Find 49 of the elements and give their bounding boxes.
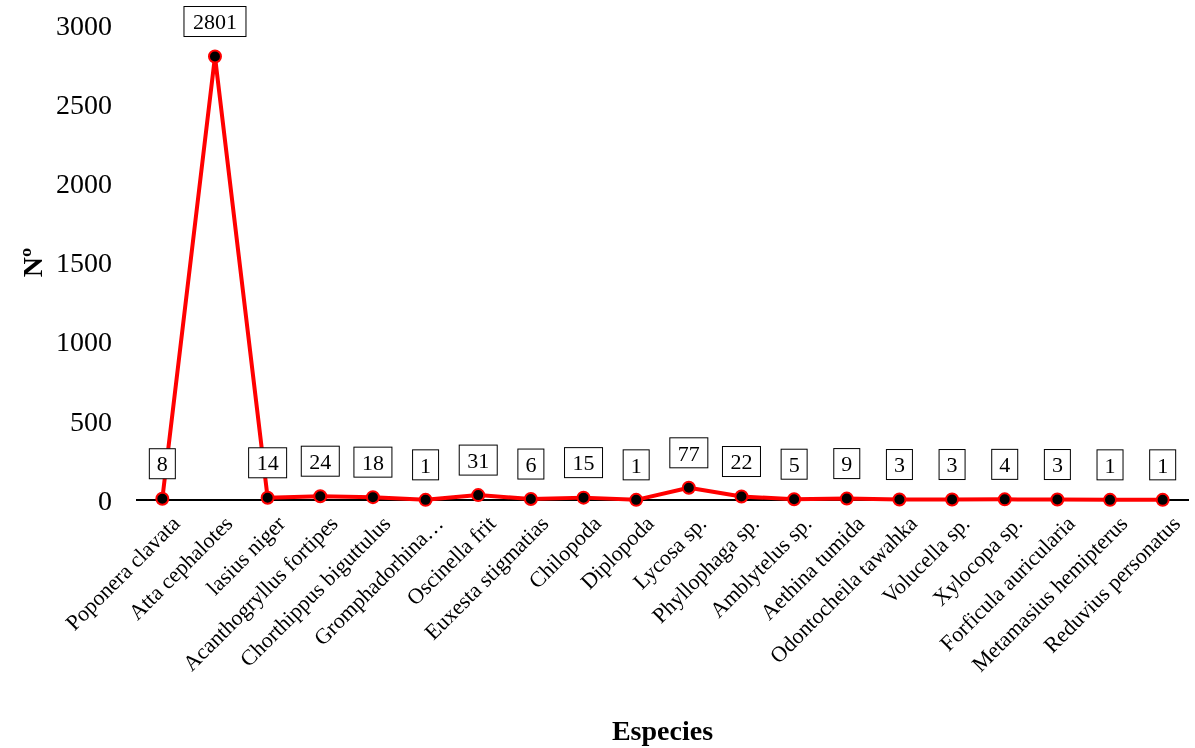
data-label: 4 [999,452,1011,478]
point [365,490,380,505]
y-tick-label: 2000 [56,168,112,200]
y-tick-label: 3000 [56,9,112,41]
data-label: 5 [788,451,800,477]
data-label: 15 [572,450,595,476]
y-tick-label: 2500 [56,88,112,120]
data-label: 77 [677,440,700,466]
point [155,491,170,506]
data-label: 1 [1157,452,1169,478]
data-label: 2801 [192,9,237,35]
data-label: 9 [841,451,853,477]
point [260,490,275,505]
point [1103,492,1118,507]
point [1050,492,1065,507]
x-axis-title: Especies [611,715,714,746]
data-label: 18 [361,449,384,475]
point [1155,492,1170,507]
data-label: 3 [893,452,905,478]
y-axis-title: Nº [17,247,48,278]
data-label: 31 [467,447,490,473]
point [787,492,802,507]
point [734,489,749,504]
data-label: 3 [946,452,958,478]
point [839,491,854,506]
point [945,492,960,507]
data-label: 1 [630,452,642,478]
data-label: 8 [156,451,168,477]
point [997,492,1012,507]
data-label: 14 [256,450,279,476]
y-tick-label: 500 [70,405,112,437]
data-label: 3 [1051,452,1063,478]
point [523,492,538,507]
point [892,492,907,507]
data-label: 24 [309,448,332,474]
point [313,489,328,504]
y-tick-label: 1500 [56,247,112,279]
y-tick-label: 1000 [56,326,112,358]
point [681,480,696,495]
point [418,492,433,507]
point [576,490,591,505]
data-label: 6 [525,451,537,477]
point [207,49,222,64]
data-label: 1 [420,452,432,478]
y-tick-label: 0 [98,484,112,516]
point [629,492,644,507]
data-label: 22 [730,449,753,475]
data-label: 1 [1104,452,1116,478]
point [471,488,486,503]
